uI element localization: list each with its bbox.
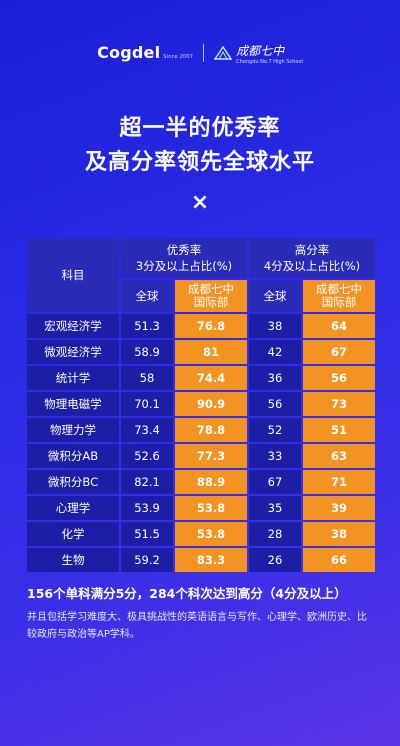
school-logo: 成都七中 Chengdu No.7 High School [214,40,303,65]
excellent-global-cell: 73.4 [121,418,173,442]
score-table: 科目 优秀率 3分及以上占比(%) 高分率 4分及以上占比(%) 全球 成都七中 国际… [25,236,377,574]
table-row: 心理学 53.9 53.8 35 39 [27,496,375,520]
detail-text: 并且包括学习难度大、极具挑战性的英语语言与写作、心理学、欧洲历史、比较政府与政治… [27,612,367,640]
high-school-cell: 64 [303,314,375,338]
high-global-cell: 56 [249,392,301,416]
school-header: 成都七中 国际部 [175,280,247,312]
high-global-cell: 38 [249,314,301,338]
excellent-global-cell: 70.1 [121,392,173,416]
high-global-cell: 67 [249,470,301,494]
subject-cell: 宏观经济学 [27,314,119,338]
global-header: 全球 [121,280,173,312]
subject-cell: 心理学 [27,496,119,520]
high-school-cell: 66 [303,548,375,572]
global-header: 全球 [249,280,301,312]
subject-header: 科目 [27,238,119,312]
school-header: 成都七中 国际部 [303,280,375,312]
multiply-mark: × [190,190,210,215]
subject-cell: 微观经济学 [27,340,119,364]
high-school-cell: 38 [303,522,375,546]
title-line-2: 及高分率领先全球水平 [84,150,315,175]
subject-cell: 物理电磁学 [27,392,119,416]
subject-cell: 生物 [27,548,119,572]
excellent-school-cell: 74.4 [175,366,247,390]
table-row: 化学 51.5 53.8 28 38 [27,522,375,546]
school-emblem-icon [214,45,233,60]
table-row: 微积分BC 82.1 88.9 67 71 [27,470,375,494]
high-school-cell: 51 [303,418,375,442]
excellent-school-cell: 81 [175,340,247,364]
excellent-school-cell: 77.3 [175,444,247,468]
table-row: 生物 59.2 83.3 26 66 [27,548,375,572]
excellent-global-cell: 51.5 [121,522,173,546]
table-row: 微观经济学 58.9 81 42 67 [27,340,375,364]
high-score-rate-header: 高分率 4分及以上占比(%) [249,238,375,278]
excellent-global-cell: 51.3 [121,314,173,338]
table-row: 微积分AB 52.6 77.3 33 63 [27,444,375,468]
table-row: 物理力学 73.4 78.8 52 51 [27,418,375,442]
high-school-cell: 73 [303,392,375,416]
subject-cell: 物理力学 [27,418,119,442]
excellent-global-cell: 53.9 [121,496,173,520]
logo-bar: Cogdel Since 2007 成都七中 Chengdu No.7 High … [0,40,400,65]
cogdel-logo: Cogdel Since 2007 [97,43,194,62]
high-global-cell: 33 [249,444,301,468]
table-row: 宏观经济学 51.3 76.8 38 64 [27,314,375,338]
excellent-school-cell: 83.3 [175,548,247,572]
school-subtitle: Chengdu No.7 High School [236,59,303,65]
high-global-cell: 26 [249,548,301,572]
high-global-cell: 36 [249,366,301,390]
page-title: 超一半的优秀率 及高分率领先全球水平 [0,112,400,180]
excellent-school-cell: 53.8 [175,496,247,520]
excellent-global-cell: 58.9 [121,340,173,364]
high-school-cell: 67 [303,340,375,364]
excellent-school-cell: 76.8 [175,314,247,338]
high-school-cell: 63 [303,444,375,468]
excellent-global-cell: 82.1 [121,470,173,494]
excellent-school-cell: 90.9 [175,392,247,416]
high-school-cell: 71 [303,470,375,494]
high-school-cell: 56 [303,366,375,390]
subject-cell: 微积分BC [27,470,119,494]
excellent-rate-header: 优秀率 3分及以上占比(%) [121,238,247,278]
table-row: 统计学 58 74.4 36 56 [27,366,375,390]
excellent-global-cell: 59.2 [121,548,173,572]
excellent-school-cell: 78.8 [175,418,247,442]
excellent-school-cell: 53.8 [175,522,247,546]
high-global-cell: 42 [249,340,301,364]
excellent-global-cell: 58 [121,366,173,390]
subject-cell: 统计学 [27,366,119,390]
summary-text: 156个单科满分5分，284个科次达到高分（4分及以上） [27,586,347,601]
school-name: 成都七中 [236,44,285,58]
high-global-cell: 35 [249,496,301,520]
table-row: 物理电磁学 70.1 90.9 56 73 [27,392,375,416]
subject-cell: 化学 [27,522,119,546]
high-school-cell: 39 [303,496,375,520]
title-line-1: 超一半的优秀率 [119,116,281,141]
high-global-cell: 28 [249,522,301,546]
excellent-global-cell: 52.6 [121,444,173,468]
logo-divider [203,43,205,62]
excellent-school-cell: 88.9 [175,470,247,494]
high-global-cell: 52 [249,418,301,442]
subject-cell: 微积分AB [27,444,119,468]
